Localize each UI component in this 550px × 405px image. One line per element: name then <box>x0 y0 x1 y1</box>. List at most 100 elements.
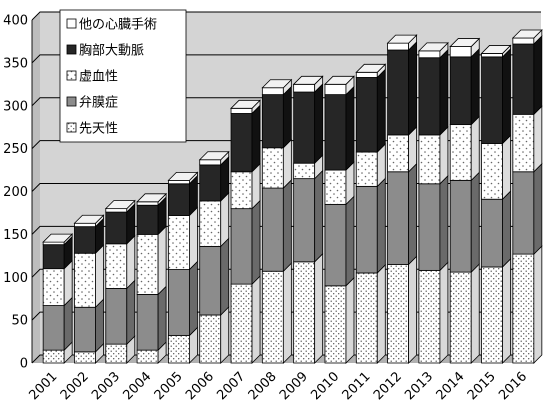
bar-segment <box>199 306 230 364</box>
legend-label: 先天性 <box>79 122 118 137</box>
bar-segment <box>418 48 449 136</box>
bar-segment <box>355 68 386 154</box>
bar-segment <box>418 174 449 272</box>
gridline <box>31 11 541 21</box>
bar-segment <box>168 260 198 337</box>
x-tick-label: 2010 <box>308 369 342 403</box>
gridline <box>31 54 541 64</box>
x-tick-label: 2014 <box>434 369 468 403</box>
bar-segment <box>293 252 324 364</box>
bar-segment <box>512 162 543 256</box>
legend-swatch <box>66 18 77 29</box>
bar-segment <box>261 85 292 149</box>
bar-segment <box>481 134 511 201</box>
x-axis-ticks: 2001200220032004200520062007200820092010… <box>26 369 530 403</box>
bar-segment <box>136 225 167 296</box>
y-tick-label: 300 <box>3 99 28 114</box>
bar-top-cap <box>42 233 74 243</box>
bar-segment <box>387 41 417 136</box>
bar-top-cap <box>386 34 418 44</box>
bar-segment <box>512 35 543 116</box>
bar-segment <box>481 47 511 145</box>
bar-segment <box>230 199 261 286</box>
bar-segment <box>136 285 167 352</box>
bar-segment <box>261 179 292 273</box>
bar-segment <box>42 296 73 352</box>
bar-segment <box>449 47 480 126</box>
x-tick-label: 2011 <box>340 369 374 403</box>
bar-top-cap <box>417 42 449 52</box>
bar-segment <box>418 261 449 364</box>
legend-item: 虚血性 <box>66 70 118 85</box>
bar-segment <box>230 104 261 173</box>
legend-item: 先天性 <box>66 122 118 137</box>
bar-segment <box>199 155 230 202</box>
bar-segment <box>449 263 480 364</box>
bar-segment <box>481 190 511 268</box>
bar-segment <box>105 279 136 346</box>
bar-segment <box>168 206 198 271</box>
x-tick-label: 2003 <box>89 369 123 403</box>
bar-segment <box>355 177 386 274</box>
bar-segment <box>512 245 543 364</box>
x-tick-label: 2006 <box>183 369 217 403</box>
bar-top-cap <box>73 214 105 224</box>
bar-segment <box>74 244 104 309</box>
x-tick-label: 2008 <box>246 369 280 403</box>
y-tick-label: 100 <box>3 271 28 286</box>
bar-segment <box>42 235 73 270</box>
y-tick-label: 350 <box>3 56 28 71</box>
bar-segment <box>105 335 136 364</box>
x-tick-label: 2015 <box>465 369 499 403</box>
bar-top-cap <box>449 38 481 47</box>
bar-top-cap <box>511 29 543 39</box>
bar-segment <box>293 169 324 263</box>
bar-segment <box>355 143 386 188</box>
x-tick-label: 2004 <box>120 369 154 403</box>
bar-series-group <box>42 29 543 364</box>
bar-segment <box>449 115 480 182</box>
legend-label: 弁膜症 <box>79 96 118 111</box>
bar-top-cap <box>292 75 324 85</box>
bar-segment <box>387 162 417 266</box>
x-tick-label: 2016 <box>496 369 530 403</box>
bar-segment <box>418 125 449 185</box>
y-tick-label: 250 <box>3 142 28 157</box>
bar-top-cap <box>198 151 230 161</box>
y-tick-label: 50 <box>11 314 28 329</box>
bar-segment <box>199 237 230 316</box>
bar-segment <box>387 255 417 364</box>
x-tick-label: 2009 <box>277 369 311 403</box>
y-tick-label: 0 <box>20 357 28 372</box>
bar-segment <box>355 263 386 364</box>
bar-segment <box>512 105 543 173</box>
bar-segment <box>261 262 292 364</box>
bar-segment <box>481 257 511 364</box>
x-tick-label: 2001 <box>26 369 60 403</box>
legend-item: 他の心臓手術 <box>66 18 157 33</box>
y-tick-label: 150 <box>3 228 28 243</box>
bar-segment <box>136 196 167 236</box>
legend-item: 弁膜症 <box>66 96 118 111</box>
bar-top-cap <box>480 45 512 54</box>
legend-label: 虚血性 <box>79 70 118 85</box>
bar-segment <box>324 195 355 287</box>
bar-segment <box>293 154 324 180</box>
bar-top-cap <box>261 79 293 89</box>
bar-segment <box>293 83 324 165</box>
bar-top-cap <box>104 200 136 210</box>
legend-swatch <box>66 44 77 55</box>
x-tick-label: 2013 <box>402 369 436 403</box>
bar-segment <box>74 217 104 255</box>
legend-item: 胸部大動脈 <box>66 44 144 59</box>
legend-label: 他の心臓手術 <box>79 18 157 33</box>
bar-segment <box>136 341 167 364</box>
bar-segment <box>324 85 355 172</box>
bar-segment <box>324 276 355 364</box>
legend-swatch <box>66 122 77 133</box>
y-tick-label: 400 <box>3 14 28 29</box>
x-tick-label: 2005 <box>152 369 186 403</box>
legend-swatch <box>66 70 77 81</box>
